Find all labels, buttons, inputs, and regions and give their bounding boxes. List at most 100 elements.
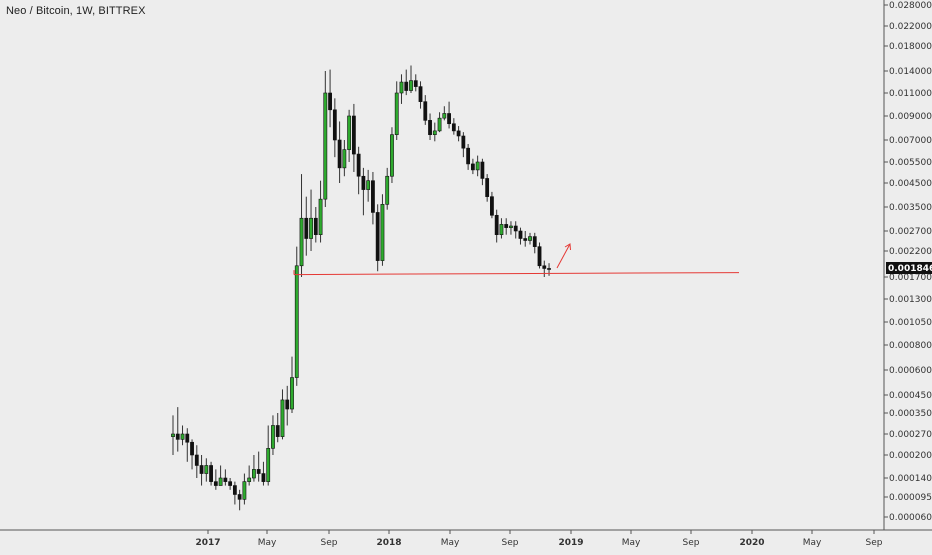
candle [428,113,432,140]
candle [271,415,275,455]
x-tick-label: Sep [321,538,338,548]
candle-body [266,448,271,482]
candle [294,246,299,386]
candle [537,242,542,269]
candle [361,167,366,216]
candle-body [237,494,242,500]
forecast-arrow[interactable] [556,243,571,269]
candle [337,121,342,183]
candle [252,455,256,482]
candle-body [523,238,528,241]
candle [366,169,371,202]
candle [494,209,499,243]
candle-body [366,180,371,190]
candle [194,445,199,478]
candle [409,65,413,93]
candle [356,146,361,195]
candle [466,143,471,170]
chart-title: Neo / Bitcoin, 1W, BITTREX [6,5,146,17]
candle-body [542,265,547,269]
y-tick-label: 0.00550000 [889,158,932,168]
candle-body [351,115,356,155]
candle [375,204,380,272]
candle [228,478,233,490]
y-tick-label: 0.00450000 [889,179,932,189]
candle-body [242,481,247,500]
candle-body [499,224,504,235]
candle-body [399,81,404,94]
candle [404,69,409,96]
candle-body [252,469,256,479]
candle-body [423,101,428,121]
candle-body [513,225,518,232]
candle [518,227,523,245]
candle [175,407,180,452]
candle-body [537,246,542,267]
candle-body [394,92,399,135]
candle [275,413,280,443]
candle-body [504,224,509,228]
candle [456,126,461,142]
y-tick-label: 0.01400000 [889,67,932,77]
candle-body [299,217,304,267]
candle-body [447,113,451,125]
candle-body [342,149,347,169]
candle-body [361,175,366,190]
candle [437,112,442,133]
candle-body [328,92,332,111]
candle-body [213,481,218,486]
candle [213,469,218,490]
y-tick-label: 0.02800000 [889,1,932,11]
candle-body [261,473,266,482]
candle [299,174,304,277]
candle [313,207,318,243]
candle-body [456,130,461,137]
candle-body [313,217,318,235]
candle-body [190,441,194,456]
candle-body [528,236,532,241]
candle-body [451,123,456,132]
candle-body [475,161,480,171]
candle [266,425,271,486]
current-price-label: 0.00184644 [888,264,932,274]
y-tick-label: 0.00009500 [889,493,932,503]
candle [171,415,175,455]
y-tick-label: 0.00020000 [889,451,932,461]
y-tick-label: 0.00105000 [889,318,932,328]
candle [485,174,490,202]
x-tick-label: 2017 [195,538,220,548]
candle-body [218,477,223,486]
y-tick-label: 0.00170000 [889,273,932,283]
candle-body [418,86,423,102]
candle [413,74,418,92]
y-tick-label: 0.00035000 [889,409,932,419]
candle-body [232,485,237,495]
candle-body [194,454,199,466]
candle-body [285,399,290,410]
candle-body [466,147,471,165]
candle-body [437,117,442,132]
candle-body [256,469,261,474]
y-tick-label: 0.00900000 [889,112,932,122]
candle-body [390,134,394,177]
overlay-layer [293,243,740,276]
candle [180,425,185,446]
x-tick-label: May [622,538,641,548]
y-tick-label: 0.00060000 [889,366,932,376]
y-tick-label: 0.01100000 [889,89,932,99]
candle [451,118,456,135]
candle-body [228,481,233,486]
candle [442,106,447,121]
candle-body [209,465,213,482]
y-tick-label: 0.00220000 [889,247,932,257]
candle [209,461,213,486]
candle [528,232,532,245]
candle [190,439,194,470]
support-trendline[interactable] [293,272,740,276]
y-tick-label: 0.00270000 [889,227,932,237]
candle [394,81,399,140]
candle-body [318,198,323,235]
candle-body [490,196,494,216]
